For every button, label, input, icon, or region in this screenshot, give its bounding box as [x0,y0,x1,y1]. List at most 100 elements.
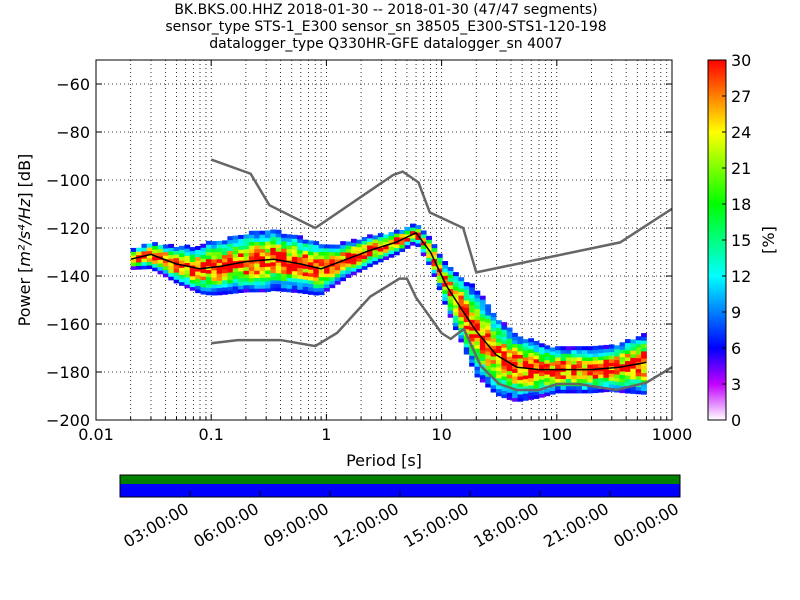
heatmap-cell [453,279,459,284]
heatmap-cell [641,333,647,338]
heatmap-cell [254,263,261,268]
heatmap-cell [501,340,508,345]
heatmap-cell [479,346,486,351]
heatmap-cell [485,333,492,338]
heatmap-cell [238,270,244,275]
heatmap-cell [501,350,508,355]
heatmap-cell [447,277,454,282]
heatmap-cell [624,346,631,351]
heatmap-cell [624,375,631,380]
heatmap-cell [528,377,535,382]
heatmap-cell [238,285,244,290]
heatmap-cell [318,262,325,267]
heatmap-cell [463,318,470,323]
heatmap-cell [270,261,277,266]
heatmap-cell [501,372,508,377]
heatmap-cell [248,274,255,279]
heatmap-cell [608,348,615,353]
heatmap-cell [227,290,234,295]
heatmap-cell [168,276,175,281]
heatmap-cell [463,346,470,351]
heatmap-cell [146,250,153,255]
heatmap-cell [302,246,309,251]
heatmap-cell [232,271,239,276]
heatmap-cell [307,290,314,295]
heatmap-cell [538,361,545,366]
heatmap-cell [361,258,368,263]
heatmap-cell [297,271,304,276]
heatmap-cell [141,243,148,248]
heatmap-cell [248,248,255,253]
heatmap-cell [512,347,518,352]
heatmap-cell [297,246,304,251]
heatmap-cell [286,237,293,242]
heatmap-cell [222,265,228,270]
heatmap-cell [490,338,497,343]
heatmap-cell [485,318,492,323]
heatmap-cell [248,284,255,289]
heatmap-cell [205,255,212,260]
heatmap-cell [259,270,266,275]
ppsd-mode-curve [130,231,647,371]
heatmap-cell [528,381,535,386]
heatmap-cell [329,251,336,256]
heatmap-cell [340,269,346,274]
heatmap-cell [485,347,492,352]
heatmap-cell [436,253,443,258]
heatmap-cell [388,246,395,251]
heatmap-cell [641,354,647,359]
heatmap-cell [329,273,336,278]
heatmap-cell [200,261,207,266]
heatmap-cell [302,290,309,295]
heatmap-cell [533,391,540,396]
heatmap-cell [469,297,475,302]
title-line-2: sensor_type STS-1_E300 sensor_sn 38505_E… [165,19,607,35]
heatmap-cell [565,364,572,369]
heatmap-cell [216,266,223,271]
heatmap-cell [264,241,271,246]
heatmap-cell [222,279,228,284]
heatmap-cell [533,362,540,367]
heatmap-cell [281,287,287,292]
heatmap-cell [469,294,475,299]
heatmap-cell [275,251,282,256]
heatmap-cell [248,288,255,293]
heatmap-cell [313,273,320,278]
heatmap-cell [238,234,244,239]
heatmap-cell [635,379,642,384]
heatmap-cell [307,269,314,274]
heatmap-cell [259,252,266,257]
heatmap-cell [641,351,647,356]
heatmap-cell [243,281,250,286]
x-tick-label: 1 [321,425,331,444]
heatmap-cell [227,275,234,280]
heatmap-cell [614,377,620,382]
heatmap-cell [603,388,610,393]
heatmap-cell [313,241,320,246]
heatmap-cell [361,237,368,242]
heatmap-cell [528,374,535,379]
heatmap-cell [453,315,459,320]
heatmap-cell [173,246,180,251]
heatmap-cell [544,374,551,379]
heatmap-cell [270,243,277,248]
heatmap-cell [410,227,416,232]
heatmap-cell [490,345,497,350]
heatmap-cell [474,319,481,324]
heatmap-cell [431,247,438,252]
heatmap-cell [264,288,271,293]
heatmap-cell [248,245,255,250]
heatmap-cell [232,257,239,262]
heatmap-cell [254,266,261,271]
heatmap-cell [496,352,502,357]
heatmap-cell [560,360,567,365]
heatmap-cell [614,352,620,357]
heatmap-cell [162,251,169,256]
heatmap-cell [259,266,266,271]
heatmap-cell [356,254,363,259]
heatmap-cell [506,374,513,379]
heatmap-cell [635,354,642,359]
heatmap-cell [496,331,502,336]
heatmap-cell [533,355,540,360]
